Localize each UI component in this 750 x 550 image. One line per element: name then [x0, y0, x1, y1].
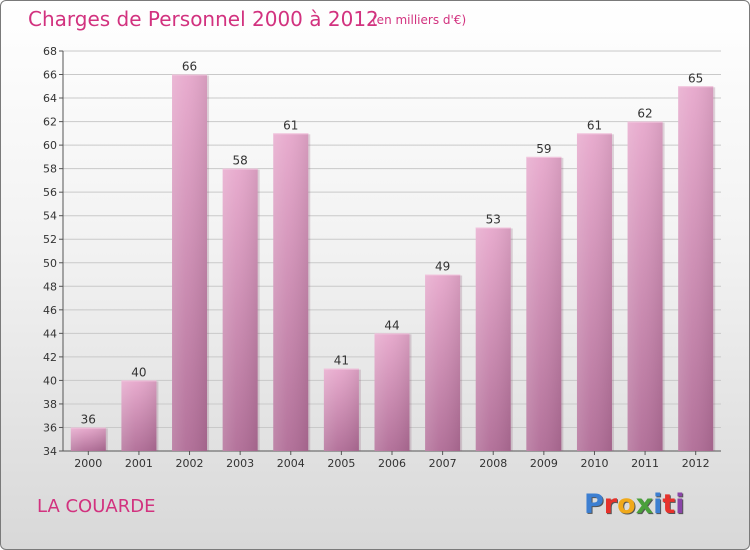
proxiti-logo: Proxiti: [584, 489, 685, 520]
data-label: 61: [283, 118, 298, 132]
logo-letter: o: [617, 489, 636, 520]
y-tick-label: 38: [43, 398, 57, 411]
y-tick-label: 36: [43, 421, 57, 434]
logo-letter: P: [584, 489, 604, 520]
bar-shine: [627, 121, 663, 452]
x-tick-label: 2003: [226, 457, 254, 470]
bar-shine: [425, 274, 461, 451]
bar-shine: [374, 333, 410, 451]
x-tick-label: 2010: [580, 457, 608, 470]
bar-shine: [70, 427, 106, 451]
x-tick-label: 2008: [479, 457, 507, 470]
chart-subtitle: (en milliers d'€): [372, 13, 467, 27]
x-tick-label: 2005: [327, 457, 355, 470]
y-tick-label: 60: [43, 139, 57, 152]
data-label: 61: [587, 118, 602, 132]
y-tick-label: 50: [43, 257, 57, 270]
bars: [70, 74, 716, 452]
x-tick-label: 2004: [277, 457, 305, 470]
data-label: 65: [688, 71, 703, 85]
x-tick-label: 2011: [631, 457, 659, 470]
bar-shine: [273, 133, 309, 451]
x-tick-label: 2001: [125, 457, 153, 470]
logo-letter: x: [635, 489, 654, 520]
y-tick-label: 46: [43, 304, 57, 317]
x-tick-label: 2002: [176, 457, 204, 470]
bar-shine: [475, 227, 511, 451]
x-tick-label: 2000: [74, 457, 102, 470]
y-tick-label: 34: [43, 445, 57, 458]
data-label: 66: [182, 60, 197, 74]
logo-letter: i: [675, 489, 685, 520]
logo-letter: i: [653, 489, 663, 520]
bar-shine: [526, 156, 562, 451]
bar-shine: [323, 368, 359, 451]
data-label: 49: [435, 260, 450, 274]
bar-shine: [121, 380, 157, 451]
bar-shine: [222, 168, 258, 451]
y-tick-label: 58: [43, 163, 57, 176]
y-tick-label: 62: [43, 116, 57, 129]
y-tick-label: 54: [43, 210, 57, 223]
data-label: 40: [131, 365, 146, 379]
data-label: 44: [384, 318, 399, 332]
y-tick-label: 52: [43, 233, 57, 246]
y-tick-label: 40: [43, 374, 57, 387]
data-label: 58: [233, 154, 248, 168]
bar-shine: [172, 74, 208, 451]
data-label: 53: [486, 212, 501, 226]
x-tick-label: 2007: [429, 457, 457, 470]
commune-name: LA COUARDE: [37, 496, 156, 517]
chart-title: Charges de Personnel 2000 à 2012: [28, 7, 379, 31]
y-tick-label: 48: [43, 280, 57, 293]
bar-shine: [678, 86, 714, 451]
logo-letter: r: [603, 489, 618, 520]
x-tick-label: 2009: [530, 457, 558, 470]
data-labels: 36 40 66 58 61 41 44 49 53 59 61 62 65: [81, 60, 704, 427]
x-tick-label: 2006: [378, 457, 406, 470]
data-label: 62: [637, 107, 652, 121]
x-tick-label: 2012: [682, 457, 710, 470]
bar-shine: [576, 133, 612, 451]
data-label: 59: [536, 142, 551, 156]
y-tick-label: 42: [43, 351, 57, 364]
y-tick-label: 64: [43, 92, 57, 105]
data-label: 36: [81, 412, 96, 426]
y-tick-label: 44: [43, 327, 57, 340]
logo-letter: t: [662, 489, 676, 520]
y-tick-label: 56: [43, 186, 57, 199]
y-tick-label: 68: [43, 45, 57, 58]
y-tick-label: 66: [43, 69, 57, 82]
data-label: 41: [334, 354, 349, 368]
